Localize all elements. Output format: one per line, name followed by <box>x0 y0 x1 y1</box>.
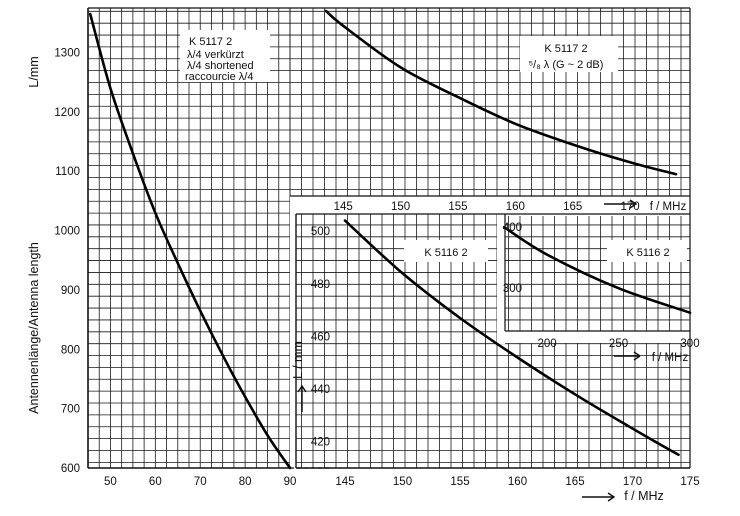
bottom-ytick-label: 440 <box>311 384 330 396</box>
bottom-ylabel-arrow-icon <box>297 384 307 412</box>
inset-ytick-label: 400 <box>503 222 522 234</box>
main-annotation-line: λ/4 shortened <box>187 60 254 72</box>
inset-xtick-label: 250 <box>609 338 628 350</box>
bottom-xlabel-arrow-icon <box>582 492 616 502</box>
bottom-xtick-label: 145 <box>335 476 354 488</box>
inset-xlabel-arrow-icon <box>614 351 641 361</box>
main-ytick-label: 1100 <box>55 166 80 178</box>
inset-annotation-title: K 5116 2 <box>626 247 669 259</box>
main-series-line <box>88 12 292 470</box>
bottom-ytick-label: 420 <box>311 437 330 449</box>
inset-left-gap <box>497 214 505 344</box>
bottom-annotation-title: K 5116 2 <box>424 247 467 259</box>
main-xtick-label: 90 <box>284 476 297 488</box>
top-xtick-label: 165 <box>563 201 582 213</box>
main-annotation-title: K 5117 2 <box>189 36 232 48</box>
main-xtick-label: 50 <box>104 476 117 488</box>
top-annotation-line: ⁵/₈ λ (G ~ 2 dB) <box>529 59 604 71</box>
main-xtick-label: 60 <box>149 476 162 488</box>
main-xtick-label: 70 <box>194 476 207 488</box>
bottom-xtick-label: 175 <box>680 476 699 488</box>
top-xtick-label: 155 <box>448 201 467 213</box>
inset-bottom-gap <box>505 331 690 343</box>
inset-series-line <box>502 225 692 314</box>
bottom-xtick-label: 160 <box>508 476 527 488</box>
inset-annotation-bg <box>607 240 687 262</box>
frame-layer <box>87 7 691 469</box>
bottom-series-line <box>343 219 680 457</box>
bottom-xtick-label: 150 <box>393 476 412 488</box>
inset-xlabel: f / MHz <box>652 352 689 364</box>
main-ytick-label: 600 <box>61 463 80 475</box>
curve-layer <box>88 9 692 470</box>
main-ylabel: L/mm <box>27 56 41 87</box>
top-xaxis-clear <box>290 196 690 214</box>
top-annotation-title: K 5117 2 <box>544 43 587 55</box>
inset-xtick-label: 200 <box>537 338 556 350</box>
bottom-ytick-label: 480 <box>311 279 330 291</box>
main-ytick-label: 1200 <box>54 107 80 119</box>
main-annotation-bg <box>180 30 270 82</box>
top-xtick-label: 160 <box>506 201 525 213</box>
bottom-ytick-label: 460 <box>311 331 330 343</box>
top-xtick-label: 170 <box>621 201 640 213</box>
main-ytick-label: 1000 <box>54 226 80 238</box>
top-xtick-label: 145 <box>334 201 353 213</box>
bottom-xtick-label: 165 <box>565 476 584 488</box>
bottom-ytick-label: 500 <box>311 226 330 238</box>
top-xlabel-arrow-icon <box>604 199 638 209</box>
main-ytick-label: 800 <box>61 344 80 356</box>
text-layer: 600 700 800 900 1000 1100 1200 1300 50 60 70 80 90 14… <box>27 36 700 503</box>
bottom-xlabel: f / MHz <box>624 489 664 503</box>
bottom-ylabel: L / mm <box>291 341 305 379</box>
bottom-left-gap <box>290 196 296 468</box>
inset-top-gap <box>505 214 690 216</box>
bottom-xtick-label: 170 <box>623 476 642 488</box>
main-annotation-line: λ/4 verkürzt <box>187 49 244 61</box>
inset-ytick-label: 300 <box>503 283 522 295</box>
main-ytick-label: 900 <box>61 285 80 297</box>
top-annotation-bg <box>520 36 618 72</box>
top-xtick-label: 150 <box>391 201 410 213</box>
bottom-annotation-bg <box>404 240 488 262</box>
main-ytick-label: 1300 <box>54 48 80 60</box>
main-ylabel-left: Antennenlänge/Antenna length <box>27 242 41 414</box>
main-xtick-label: 80 <box>239 476 252 488</box>
top-xlabel: f / MHz <box>650 201 687 213</box>
inset-xtick-label: 300 <box>680 338 699 350</box>
top-series-line <box>324 9 678 176</box>
main-annotation-line: raccourcie λ/4 <box>185 71 253 83</box>
main-ytick-label: 700 <box>61 404 80 416</box>
bottom-xtick-label: 155 <box>450 476 469 488</box>
